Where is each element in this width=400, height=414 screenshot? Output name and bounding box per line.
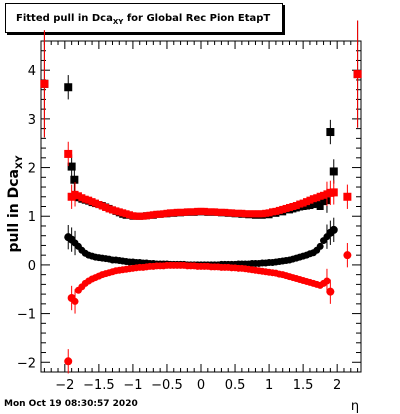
- x-tick-label: 1: [265, 378, 273, 393]
- y-tick-label: 0: [28, 259, 36, 274]
- data-point-square: [329, 167, 338, 176]
- data-point-square: [353, 70, 362, 79]
- data-point-circle: [329, 225, 338, 234]
- x-tick-label: 0.5: [225, 378, 246, 393]
- data-point-square: [326, 128, 335, 137]
- y-axis-ticks: −2 −1 0 1 2 3 4: [17, 40, 361, 373]
- data-point-circle: [326, 287, 335, 296]
- chart-title-subscript: XY: [112, 18, 124, 26]
- y-tick-label: 4: [28, 64, 36, 79]
- y-axis-label-subscript: XY: [15, 155, 25, 169]
- data-point-square: [316, 203, 324, 210]
- x-axis-ticks: −2 −1.5 −1 −0.5 0 0.5 1 1.5 2: [43, 41, 359, 393]
- x-tick-label: −2: [55, 378, 74, 393]
- y-axis-label-main: pull in Dca: [6, 169, 22, 252]
- y-axis-label: pull in DcaXY: [6, 155, 25, 252]
- x-tick-label: 0: [197, 378, 205, 393]
- data-point-circle: [316, 242, 324, 250]
- data-point-square: [40, 79, 49, 88]
- data-point-square: [64, 149, 73, 158]
- y-tick-label: −2: [17, 356, 36, 371]
- chart-title-main: Fitted pull in Dca: [16, 13, 113, 24]
- data-point-square: [64, 83, 73, 92]
- y-tick-label: 2: [28, 162, 36, 177]
- data-point-square: [343, 192, 352, 201]
- y-tick-label: 3: [28, 113, 36, 128]
- x-tick-label: −1.5: [83, 378, 115, 393]
- data-point-circle: [71, 297, 79, 305]
- x-tick-label: 2: [333, 378, 341, 393]
- x-tick-label: −1: [123, 378, 142, 393]
- data-point-circle: [64, 357, 73, 366]
- data-point-square: [329, 188, 338, 197]
- timestamp-label: Mon Oct 19 08:30:57 2020: [4, 399, 138, 409]
- chart-title: Fitted pull in DcaXY for Global Rec Pion…: [5, 3, 283, 33]
- data-point-square: [67, 162, 76, 171]
- y-tick-label: −1: [17, 308, 36, 323]
- data-point-circle: [343, 251, 352, 260]
- data-point-circle: [323, 277, 331, 285]
- y-tick-label: 1: [28, 210, 36, 225]
- x-tick-label: −0.5: [151, 378, 183, 393]
- data-markers: [40, 20, 362, 374]
- x-tick-label: 1.5: [293, 378, 314, 393]
- chart-title-rest: for Global Rec Pion EtapT: [123, 13, 271, 24]
- x-axis-label: η: [351, 399, 359, 414]
- data-point-square: [70, 175, 79, 184]
